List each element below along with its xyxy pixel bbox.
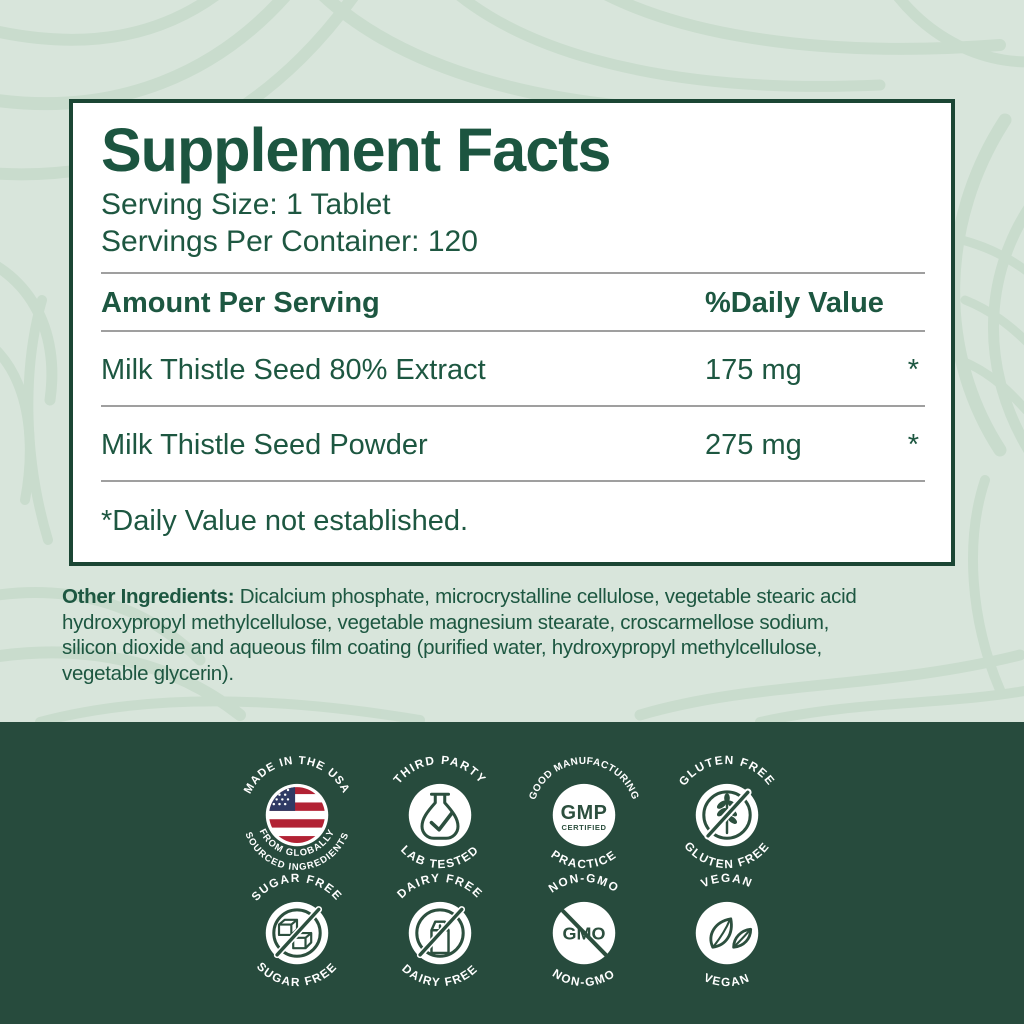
usa-flag-icon xyxy=(265,783,329,847)
sugar-cubes-crossed-icon xyxy=(265,901,329,965)
badge-gmp-certified: GOOD MANUFACTURING GMP CERTIFIED PRACTIC… xyxy=(527,756,640,871)
svg-text:DAIRY FREE: DAIRY FREE xyxy=(394,871,486,901)
other-ingredients: Other Ingredients: Dicalcium phosphate, … xyxy=(62,584,964,686)
table-row: Milk Thistle Seed Powder 275 mg * xyxy=(101,407,925,483)
badge-made-in-usa: MADE IN THE USA xyxy=(242,755,351,873)
svg-text:VEGAN: VEGAN xyxy=(702,970,752,989)
serving-size: Serving Size: 1 Tablet xyxy=(101,188,391,222)
ingredient-daily-value: * xyxy=(907,354,919,387)
gmo-crossed-icon: GMO xyxy=(552,901,615,965)
badge-vegan: VEGAN VEGAN xyxy=(695,871,759,989)
servings-per-container: Servings Per Container: 120 xyxy=(101,225,478,259)
gmp-seal-icon: GMP CERTIFIED xyxy=(552,783,615,847)
badge-gluten-free: GLUTEN FREE GLUTEN FREE xyxy=(676,753,778,871)
svg-text:NON-GMO: NON-GMO xyxy=(550,966,618,989)
gmp-certified-text: CERTIFIED xyxy=(561,823,606,832)
badge-dairy-free: DAIRY FREE DAIRY FREE xyxy=(394,871,486,989)
badge-third-party-lab-tested: THIRD PARTY LAB TESTED xyxy=(391,753,490,871)
ingredient-name: Milk Thistle Seed 80% Extract xyxy=(101,354,486,387)
svg-text:NON-GMO: NON-GMO xyxy=(545,871,621,896)
svg-text:THIRD PARTY: THIRD PARTY xyxy=(391,753,490,787)
badge-row-1: MADE IN THE USA xyxy=(226,745,798,887)
ingredient-daily-value: * xyxy=(907,429,919,462)
lab-flask-icon xyxy=(409,783,472,847)
badge-sugar-free: SUGAR FREE SUGAR FREE xyxy=(249,871,346,989)
badge-bottom-text: VEGAN xyxy=(702,970,751,989)
badge-bottom-text: NON-GMO xyxy=(550,966,616,989)
daily-value-footnote: *Daily Value not established. xyxy=(101,505,469,538)
badge-row-2: SUGAR FREE SUGAR FREE DAIRY FREE xyxy=(226,863,798,1005)
col-header-daily-value: %Daily Value xyxy=(705,287,884,320)
badge-panel xyxy=(0,722,1024,1024)
ingredient-amount: 275 mg xyxy=(705,429,802,462)
badge-bottom-text: DAIRY FREE xyxy=(400,961,480,989)
badge-top-text: VEGAN xyxy=(699,871,754,891)
svg-text:GLUTEN FREE: GLUTEN FREE xyxy=(676,753,778,789)
table-header: Amount Per Serving %Daily Value xyxy=(101,274,925,333)
badge-top-text: THIRD PARTY xyxy=(391,753,488,787)
wheat-crossed-icon xyxy=(695,783,759,847)
badge-top-text: DAIRY FREE xyxy=(394,871,484,901)
milk-carton-crossed-icon xyxy=(409,901,472,965)
svg-text:DAIRY FREE: DAIRY FREE xyxy=(400,961,481,989)
divider xyxy=(101,272,925,275)
vegan-leaves-icon xyxy=(695,901,759,965)
supplement-facts-panel: Supplement Facts Serving Size: 1 Tablet … xyxy=(69,99,955,566)
col-header-amount: Amount Per Serving xyxy=(101,287,380,320)
badge-top-text: GLUTEN FREE xyxy=(676,753,777,789)
badge-top-text: SUGAR FREE xyxy=(249,871,344,904)
svg-text:VEGAN: VEGAN xyxy=(699,871,755,891)
svg-text:SUGAR FREE: SUGAR FREE xyxy=(249,871,346,904)
gmp-text: GMP xyxy=(560,802,607,824)
other-ingredients-text: Dicalcium phosphate, microcrystalline ce… xyxy=(62,585,857,685)
leaf-pattern-background xyxy=(0,0,1024,722)
ingredient-amount: 175 mg xyxy=(705,354,802,387)
badge-top-text: NON-GMO xyxy=(545,871,620,896)
ingredient-name: Milk Thistle Seed Powder xyxy=(101,429,428,462)
page-title: Supplement Facts xyxy=(101,116,611,184)
badge-non-gmo: NON-GMO GMO NON-GMO xyxy=(545,871,621,989)
table-row: Milk Thistle Seed 80% Extract 175 mg * xyxy=(101,332,925,408)
other-ingredients-label: Other Ingredients: xyxy=(62,585,235,608)
